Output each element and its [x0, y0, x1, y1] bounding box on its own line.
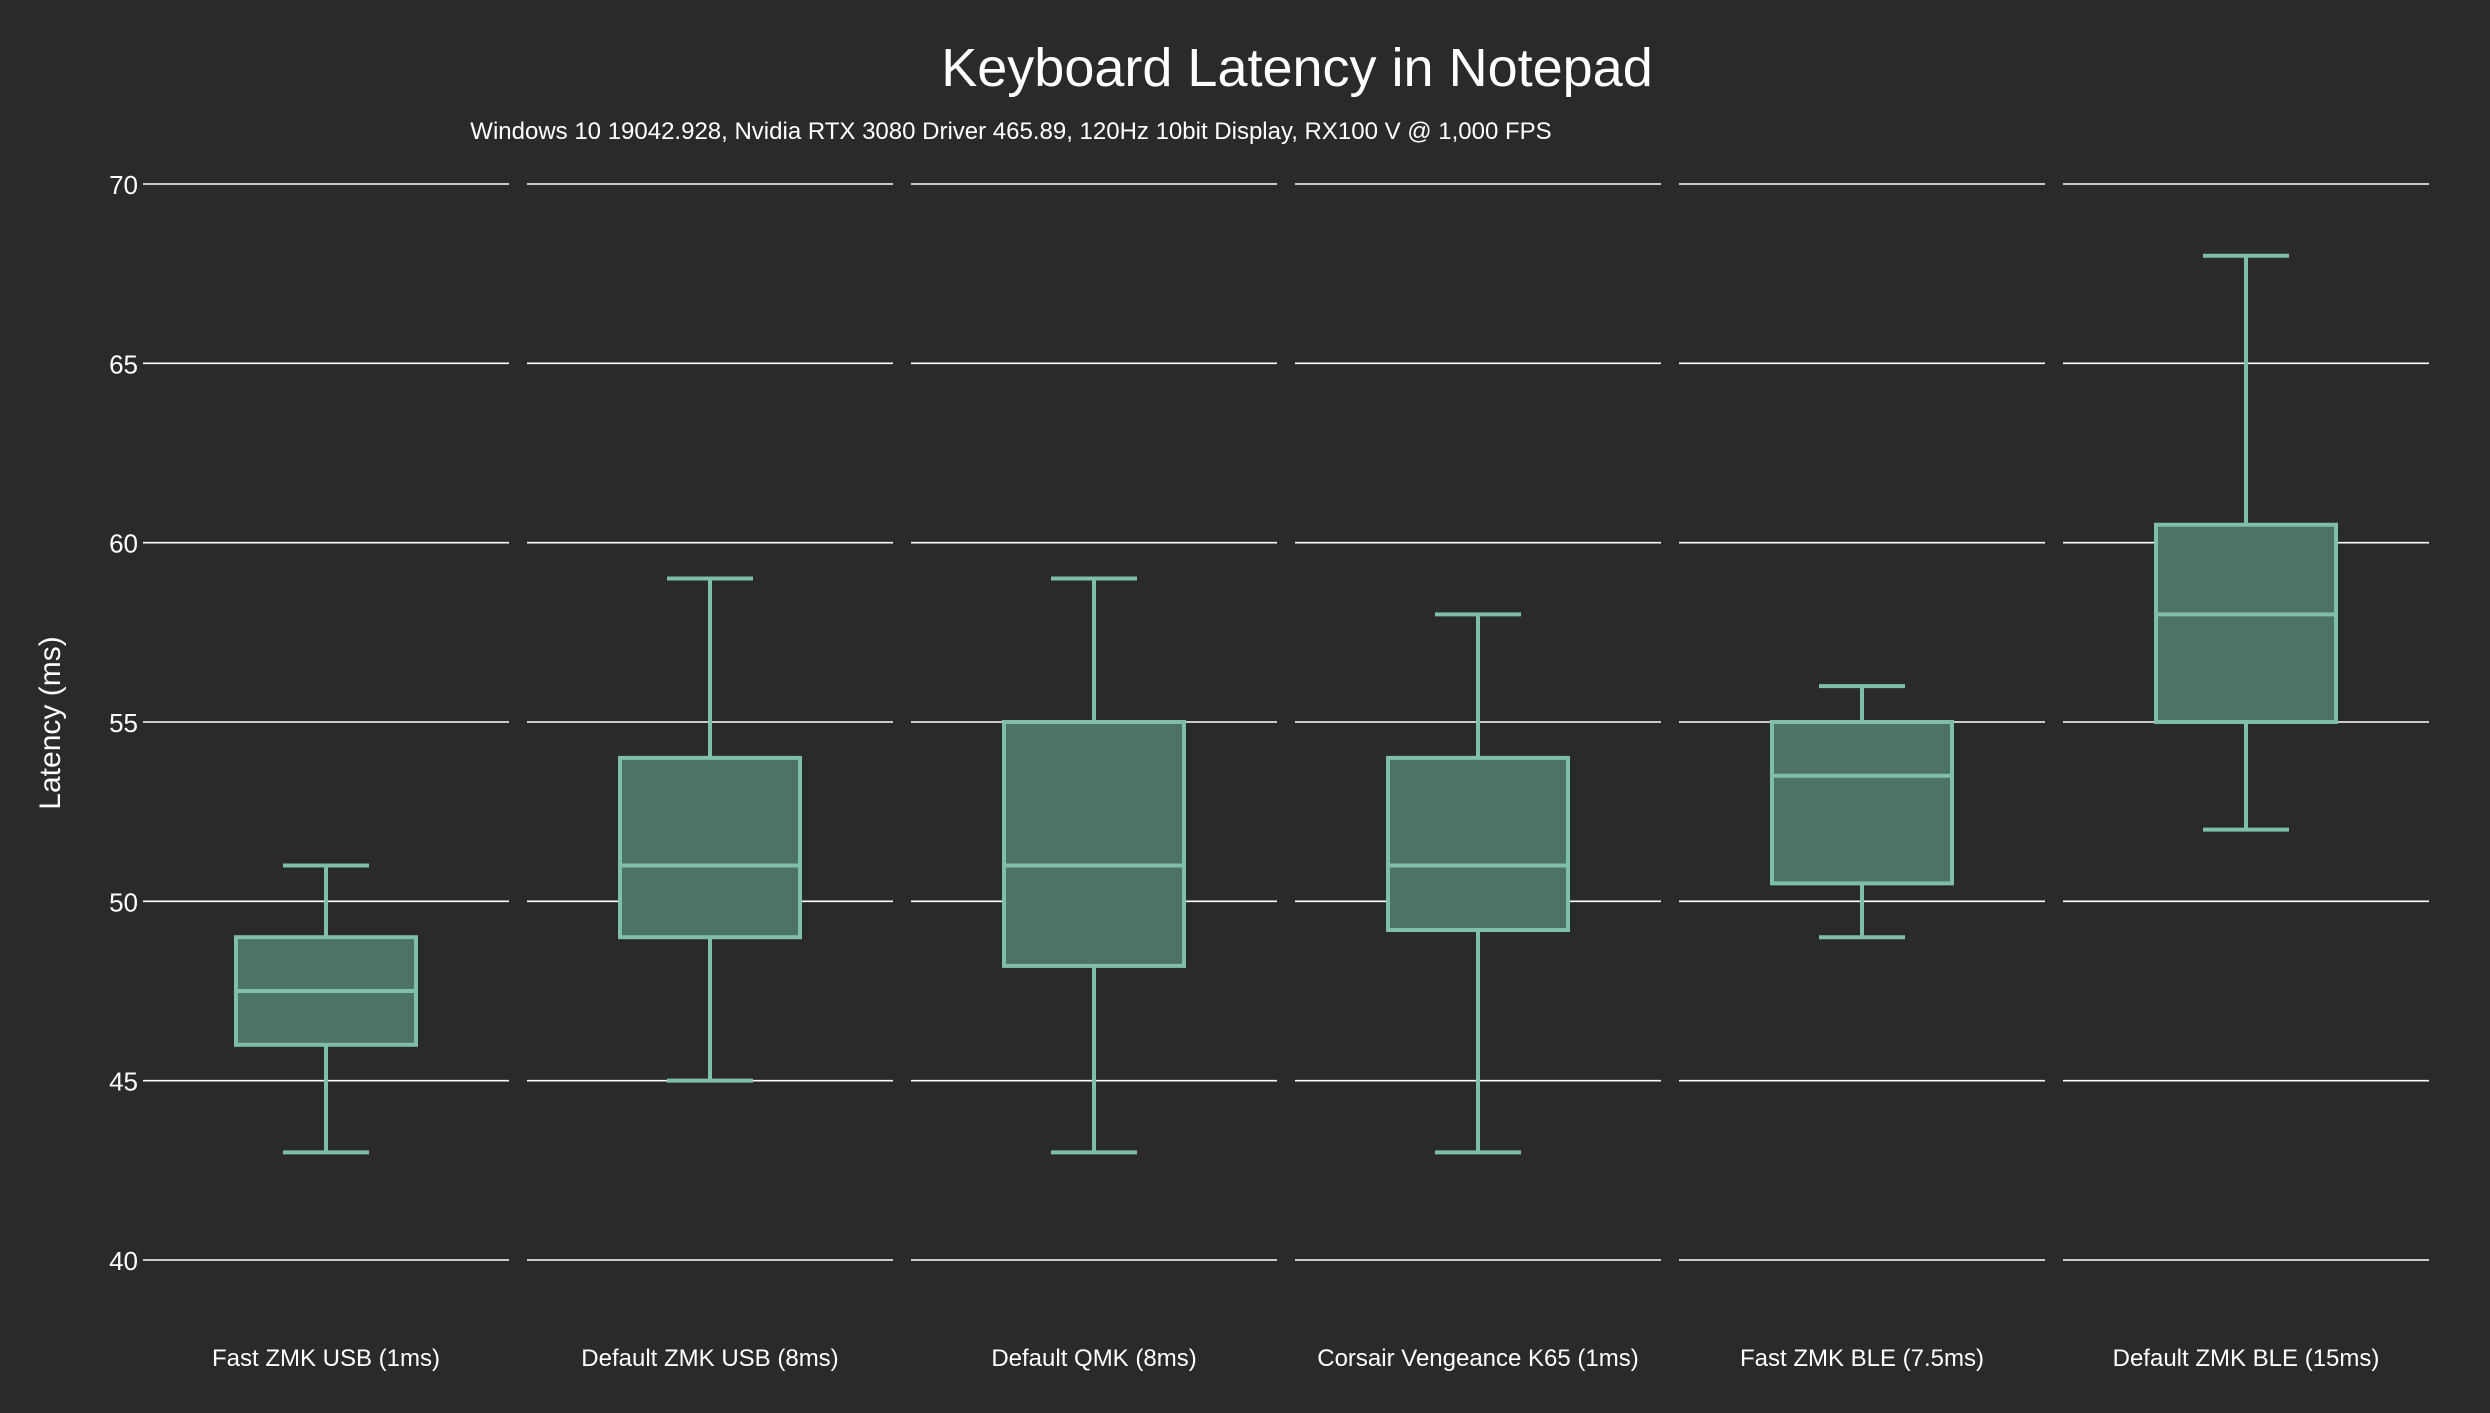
x-tick-label: Corsair Vengeance K65 (1ms) [1317, 1345, 1639, 1372]
boxes [234, 253, 2338, 1155]
box-iqr [1002, 720, 1186, 968]
y-tick-label: 60 [109, 529, 138, 559]
box-iqr [1386, 755, 1570, 933]
box-plot-item [1002, 576, 1186, 1155]
y-axis-label: Latency (ms) [34, 636, 67, 809]
box-plot-item [1386, 612, 1570, 1155]
y-tick-label: 70 [109, 170, 138, 200]
y-tick-label: 40 [109, 1246, 138, 1276]
box-plot-item [234, 863, 418, 1155]
y-axis-ticks: 40 45 50 55 60 65 70 [109, 170, 138, 1276]
x-tick-label: Default ZMK USB (8ms) [581, 1345, 838, 1372]
box-iqr [2154, 522, 2338, 724]
box-plot-item [1770, 684, 1954, 940]
y-tick-label: 50 [109, 887, 138, 917]
chart-subtitle: Windows 10 19042.928, Nvidia RTX 3080 Dr… [470, 118, 1551, 145]
box-plot-item [2154, 253, 2338, 832]
x-axis-ticks: Fast ZMK USB (1ms) Default ZMK USB (8ms) D… [212, 1345, 2379, 1372]
y-tick-label: 55 [109, 708, 138, 738]
box-iqr [1770, 720, 1954, 886]
x-tick-label: Default ZMK BLE (15ms) [2113, 1345, 2380, 1372]
y-tick-label: 45 [109, 1067, 138, 1097]
chart-title: Keyboard Latency in Notepad [941, 38, 1653, 98]
gridlines [143, 183, 2429, 1261]
y-tick-label: 65 [109, 349, 138, 379]
x-tick-label: Fast ZMK USB (1ms) [212, 1345, 440, 1372]
x-tick-label: Fast ZMK BLE (7.5ms) [1740, 1345, 1984, 1372]
box-iqr [618, 755, 802, 940]
box-plot-item [618, 576, 802, 1083]
x-tick-label: Default QMK (8ms) [991, 1345, 1196, 1372]
